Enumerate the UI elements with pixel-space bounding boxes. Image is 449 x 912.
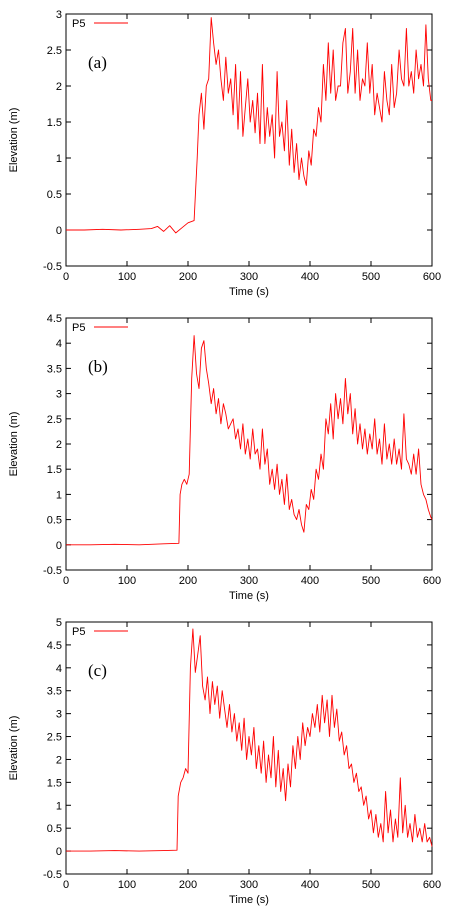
chart-panel-a: 0 100 200 300 400 500 600-0.500.511.522.53Time… (8, 9, 441, 298)
y-tick-label: 1.5 (47, 117, 62, 129)
series-line-p5 (66, 335, 433, 546)
x-tick-label: 200 (179, 271, 197, 283)
y-tick-label: 2 (56, 754, 62, 766)
x-tick-label: 600 (423, 271, 441, 283)
chart-panel-b: 0 100 200 300 400 500 600-0.500.511.522.533.54… (8, 313, 441, 602)
x-tick-label: 300 (240, 271, 258, 283)
y-tick-label: 1.5 (47, 464, 62, 476)
x-tick-label: 300 (240, 575, 258, 587)
x-tick-label: 0 (63, 575, 69, 587)
x-tick-label: 100 (118, 271, 136, 283)
panel-label: (b) (88, 357, 108, 376)
x-tick-label: 200 (179, 575, 197, 587)
legend-label: P5 (72, 626, 85, 638)
y-tick-label: 3.5 (47, 363, 62, 375)
y-tick-label: 2 (56, 439, 62, 451)
y-tick-label: 0.5 (47, 515, 62, 527)
x-tick-label: 500 (362, 271, 380, 283)
y-tick-label: 0.5 (47, 189, 62, 201)
x-tick-label: 600 (423, 575, 441, 587)
y-tick-label: 2.5 (47, 732, 62, 744)
y-tick-label: 0 (56, 540, 62, 552)
y-tick-label: 4 (56, 663, 62, 675)
y-axis-label: Elevation (m) (8, 108, 20, 173)
plot-frame (65, 13, 433, 267)
y-tick-label: -0.5 (43, 869, 62, 881)
x-tick-label: 400 (301, 575, 319, 587)
y-tick-label: 1 (56, 800, 62, 812)
legend-label: P5 (72, 18, 85, 30)
y-axis-label: Elevation (m) (8, 716, 20, 781)
panel-label: (c) (88, 661, 107, 680)
x-axis-label: Time (s) (229, 590, 269, 602)
x-tick-label: 400 (301, 271, 319, 283)
y-tick-label: 0 (56, 225, 62, 237)
y-tick-label: 3 (56, 9, 62, 21)
y-tick-label: 4.5 (47, 313, 62, 325)
x-tick-label: 300 (240, 879, 258, 891)
x-axis-label: Time (s) (229, 894, 269, 906)
plot-frame (65, 621, 433, 875)
chart-panel-c: 0 100 200 300 400 500 600-0.500.511.522.533.54… (8, 617, 441, 906)
y-tick-label: 0 (56, 846, 62, 858)
x-tick-label: 100 (118, 879, 136, 891)
x-tick-label: 0 (63, 271, 69, 283)
x-tick-label: 500 (362, 879, 380, 891)
y-tick-label: 3 (56, 389, 62, 401)
y-tick-label: 5 (56, 617, 62, 629)
y-tick-label: 2.5 (47, 414, 62, 426)
y-tick-label: -0.5 (43, 261, 62, 273)
y-tick-label: 0.5 (47, 823, 62, 835)
x-tick-label: 400 (301, 879, 319, 891)
x-axis-label: Time (s) (229, 286, 269, 298)
y-tick-label: 3.5 (47, 686, 62, 698)
x-tick-label: 200 (179, 879, 197, 891)
x-tick-label: 100 (118, 575, 136, 587)
y-tick-label: 2 (56, 81, 62, 93)
series-line-p5 (66, 628, 433, 852)
series-line-p5 (66, 17, 432, 234)
y-tick-label: -0.5 (43, 565, 62, 577)
x-tick-label: 0 (63, 879, 69, 891)
y-tick-label: 1.5 (47, 777, 62, 789)
y-tick-label: 2.5 (47, 45, 62, 57)
y-tick-label: 1 (56, 153, 62, 165)
y-tick-label: 4.5 (47, 640, 62, 652)
plot-frame (65, 317, 433, 571)
y-tick-label: 3 (56, 709, 62, 721)
y-axis-label: Elevation (m) (8, 412, 20, 477)
x-tick-label: 600 (423, 879, 441, 891)
y-tick-label: 4 (56, 338, 62, 350)
panel-label: (a) (88, 53, 107, 72)
x-tick-label: 500 (362, 575, 380, 587)
y-tick-label: 1 (56, 489, 62, 501)
legend-label: P5 (72, 322, 85, 334)
